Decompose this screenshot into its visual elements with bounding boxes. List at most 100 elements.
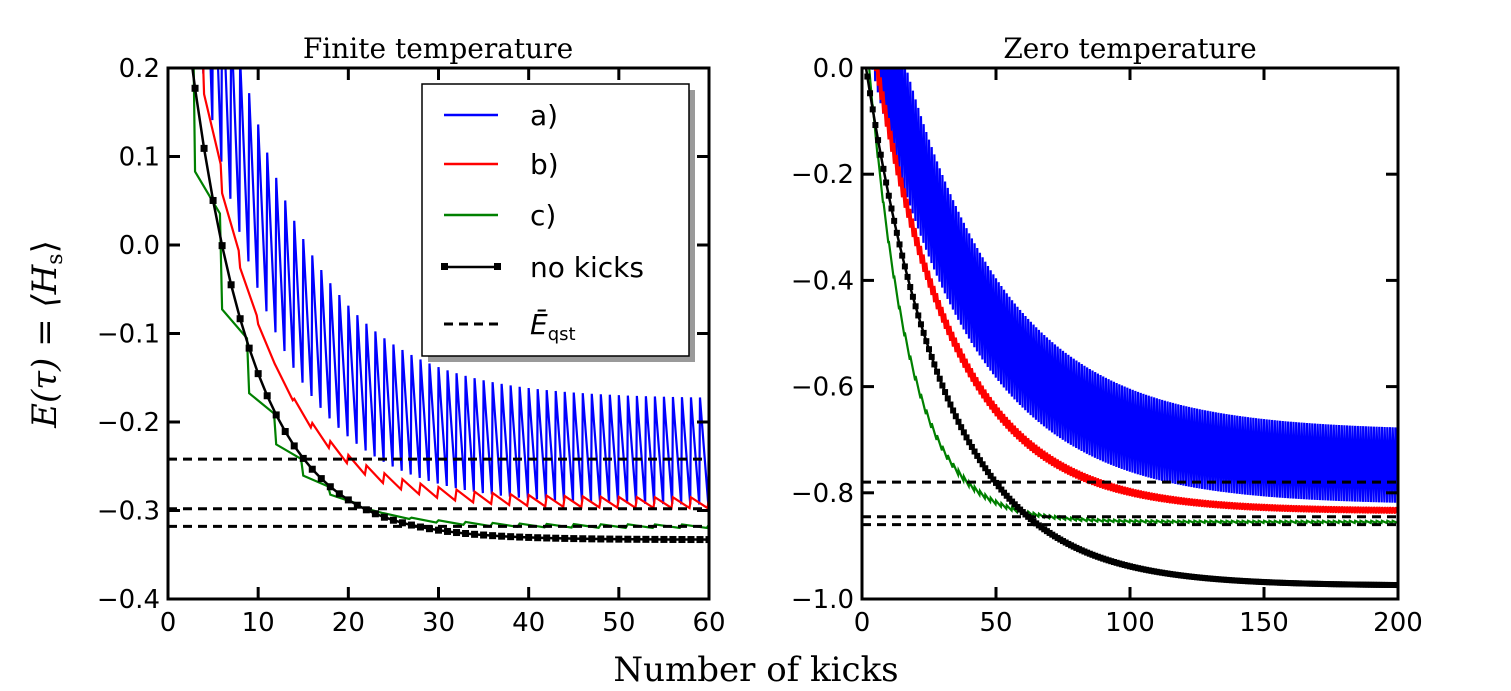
marker-no-kicks: [990, 476, 997, 483]
marker-no-kicks: [705, 536, 709, 544]
marker-no-kicks: [507, 533, 515, 541]
marker-no-kicks: [696, 536, 704, 544]
marker-no-kicks: [498, 532, 506, 540]
y-tick-label: −0.8: [791, 479, 854, 509]
y-tick-label: 0.1: [119, 143, 160, 173]
marker-no-kicks: [880, 165, 887, 172]
marker-no-kicks: [371, 510, 379, 518]
y-tick-label: −0.3: [97, 497, 160, 527]
marker-no-kicks: [998, 486, 1005, 493]
marker-no-kicks: [272, 411, 280, 419]
marker-no-kicks: [934, 368, 941, 375]
marker-no-kicks: [995, 483, 1002, 490]
marker-no-kicks: [389, 516, 397, 524]
x-tick-label: 30: [422, 608, 455, 638]
marker-no-kicks: [416, 523, 424, 531]
marker-no-kicks: [966, 439, 973, 446]
marker-no-kicks: [326, 483, 334, 491]
marker-no-kicks: [579, 535, 587, 543]
marker-no-kicks: [931, 361, 938, 368]
marker-no-kicks: [480, 531, 488, 539]
marker-no-kicks: [624, 535, 632, 543]
marker-no-kicks: [183, 15, 190, 22]
marker-no-kicks: [642, 535, 650, 543]
marker-no-kicks: [398, 519, 406, 527]
marker-no-kicks: [543, 534, 551, 542]
marker-no-kicks: [281, 428, 289, 436]
marker-no-kicks: [444, 527, 452, 535]
marker-no-kicks: [909, 293, 916, 300]
marker-no-kicks: [380, 513, 388, 521]
marker-no-kicks: [435, 526, 442, 534]
marker-no-kicks: [588, 535, 596, 543]
legend: a) b) c) no kicks Ēqst: [421, 83, 695, 362]
marker-no-kicks: [489, 532, 497, 540]
x-tick-label: 50: [602, 608, 635, 638]
y-tick-label: 0.0: [813, 54, 854, 84]
marker-no-kicks: [901, 263, 908, 270]
marker-no-kicks: [615, 535, 623, 543]
legend-label-c: c): [530, 199, 556, 232]
marker-no-kicks: [236, 315, 244, 323]
legend-marker: [494, 263, 501, 270]
marker-no-kicks: [570, 535, 578, 543]
axis-ticks: 0 50 100 150 200 −1.0 −0.8 −0.6 −0.4 −0.2 0.0: [791, 54, 1423, 638]
marker-no-kicks: [877, 151, 884, 158]
marker-no-kicks: [859, 38, 865, 44]
x-tick-label: 0: [854, 608, 871, 638]
marker-no-kicks: [317, 475, 325, 483]
series-a: [871, 68, 1398, 503]
marker-no-kicks: [947, 401, 954, 408]
marker-no-kicks: [471, 530, 479, 538]
marker-no-kicks: [516, 533, 524, 541]
marker-no-kicks: [191, 84, 199, 92]
y-tick-label: 0.0: [119, 231, 160, 261]
marker-no-kicks: [968, 443, 975, 450]
marker-no-kicks: [200, 144, 208, 152]
legend-label-a: a): [530, 99, 558, 132]
zero-temperature-panel: Zero temperature 0 50 100 150 200 −1.0 −0.8 −0.…: [791, 32, 1423, 638]
marker-no-kicks: [606, 535, 614, 543]
series-b: [873, 68, 1398, 515]
marker-no-kicks: [869, 106, 876, 113]
panel-title: Zero temperature: [1003, 32, 1256, 65]
marker-no-kicks: [862, 56, 868, 62]
plot-area: [859, 38, 1398, 589]
x-tick-label: 20: [332, 608, 365, 638]
y-tick-label: −0.4: [791, 266, 854, 296]
marker-no-kicks: [660, 535, 668, 543]
marker-no-kicks: [245, 344, 253, 352]
marker-no-kicks: [561, 534, 569, 542]
y-tick-label: −0.6: [791, 373, 854, 403]
marker-no-kicks: [552, 534, 560, 542]
marker-no-kicks: [525, 533, 533, 541]
marker-no-kicks: [290, 442, 298, 450]
marker-no-kicks: [950, 407, 957, 414]
marker-no-kicks: [867, 90, 874, 97]
marker-no-kicks: [971, 448, 978, 455]
marker-no-kicks: [633, 535, 641, 543]
x-tick-label: 60: [692, 608, 725, 638]
legend-marker: [441, 263, 448, 270]
legend-box: [421, 83, 690, 357]
marker-no-kicks: [453, 529, 461, 537]
marker-no-kicks: [875, 137, 882, 144]
y-tick-label: −0.1: [97, 320, 160, 350]
marker-no-kicks: [1001, 489, 1008, 496]
marker-no-kicks: [912, 303, 919, 310]
marker-no-kicks: [227, 281, 235, 289]
legend-label-eqst: Ēqst: [530, 308, 576, 345]
marker-no-kicks: [960, 429, 967, 436]
series-c: [868, 68, 1398, 525]
marker-no-kicks: [944, 395, 951, 402]
marker-no-kicks: [915, 312, 922, 319]
marker-no-kicks: [534, 534, 542, 542]
marker-no-kicks: [888, 205, 895, 212]
marker-no-kicks: [904, 273, 911, 280]
marker-no-kicks: [993, 479, 999, 486]
marker-no-kicks: [984, 469, 991, 476]
plot-frame: [166, 66, 711, 601]
marker-no-kicks: [872, 122, 879, 129]
legend-label-no-kicks: no kicks: [530, 251, 644, 284]
